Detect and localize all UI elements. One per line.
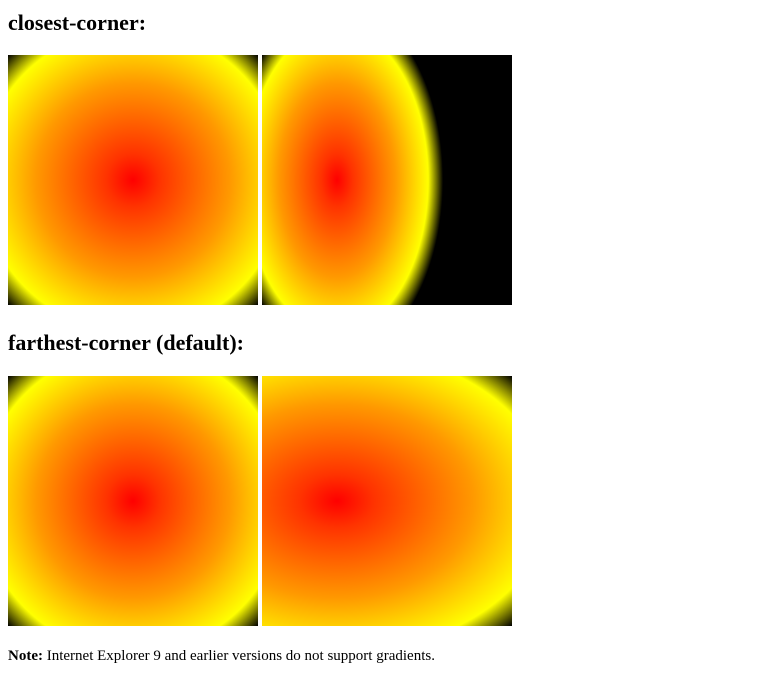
closest-corner-circle-gradient [8, 55, 258, 305]
browser-support-note: Note: Internet Explorer 9 and earlier ve… [8, 647, 435, 665]
farthest-corner-ellipse-gradient [262, 376, 512, 626]
farthest-corner-heading: farthest-corner (default): [8, 330, 245, 355]
note-label: Note: [8, 648, 43, 664]
closest-corner-ellipse-gradient [262, 55, 512, 305]
farthest-corner-circle-gradient [8, 376, 258, 626]
closest-corner-heading: closest-corner: [8, 10, 147, 35]
note-text: Internet Explorer 9 and earlier versions… [42, 648, 435, 664]
